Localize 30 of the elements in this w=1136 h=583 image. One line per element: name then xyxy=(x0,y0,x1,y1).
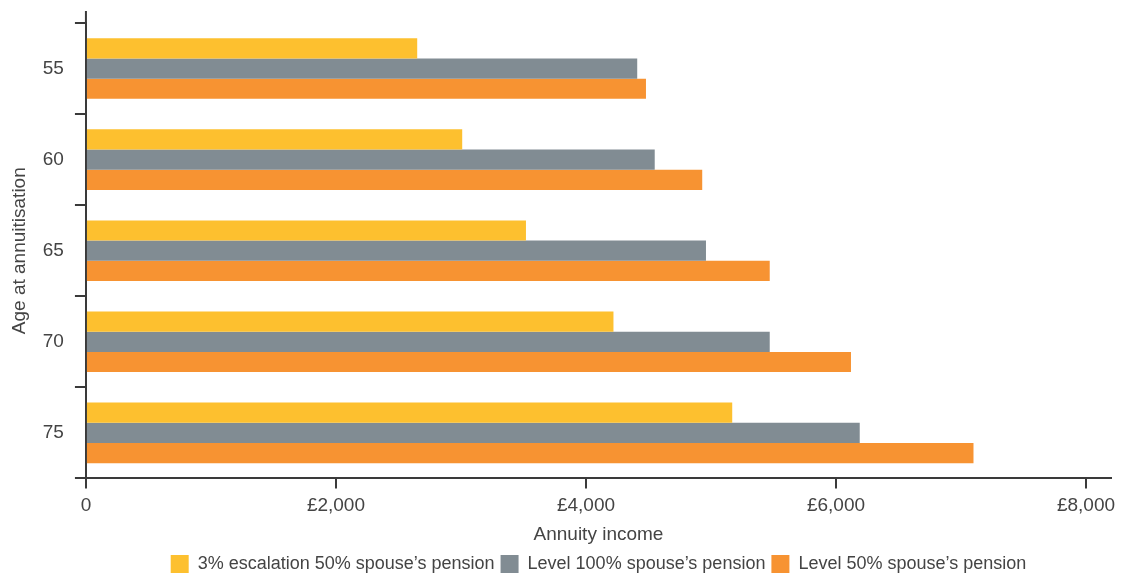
y-axis-title: Age at annuitisation xyxy=(7,167,29,335)
bar xyxy=(86,311,614,332)
x-tick-label: £4,000 xyxy=(556,494,616,516)
x-tick-label: £6,000 xyxy=(806,494,866,516)
y-tick-label: 65 xyxy=(42,238,64,260)
bar xyxy=(86,351,851,373)
y-tick-label: 75 xyxy=(42,421,64,443)
y-tick-label: 70 xyxy=(42,330,64,352)
legend-label: Level 100% spouse’s pension xyxy=(527,552,766,573)
x-tick-label: £8,000 xyxy=(1056,494,1116,516)
bar xyxy=(86,58,638,79)
bar xyxy=(86,402,733,423)
bar xyxy=(86,422,860,443)
legend-label: Level 50% spouse’s pension xyxy=(798,552,1027,573)
bar xyxy=(86,129,463,150)
bar xyxy=(86,260,770,281)
y-tick-label: 60 xyxy=(42,147,64,169)
bar xyxy=(86,78,646,99)
y-tick-label: 55 xyxy=(42,56,64,78)
bar xyxy=(86,331,770,352)
bar xyxy=(86,220,526,241)
x-tick-label: 0 xyxy=(80,494,92,516)
bar xyxy=(86,38,418,59)
bar xyxy=(86,149,655,170)
bar xyxy=(86,442,974,464)
x-tick-label: £2,000 xyxy=(306,494,366,516)
bar xyxy=(86,169,703,190)
x-axis-title: Annuity income xyxy=(533,522,664,544)
bar xyxy=(86,240,706,261)
legend-label: 3% escalation 50% spouse’s pension xyxy=(197,552,495,573)
